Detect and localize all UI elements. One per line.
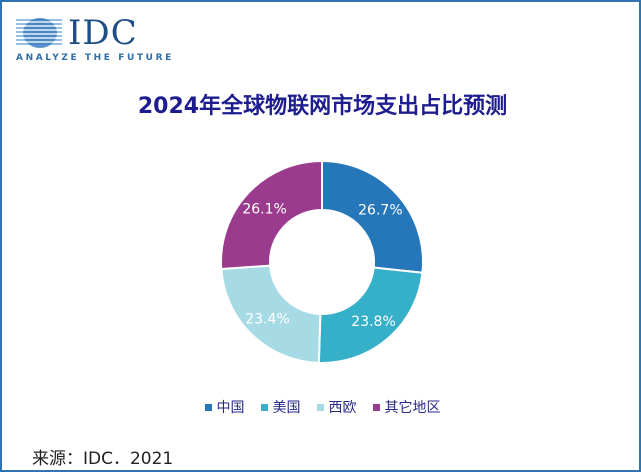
segment-label: 23.8% [351,314,395,330]
source-note: 来源：IDC．2021 [32,449,174,469]
legend-item: 中国 [204,397,245,417]
legend-label: 美国 [272,400,301,416]
donut-segment-3 [220,159,323,271]
logo-wordmark: IDC [68,13,138,53]
segment-label: 23.4% [245,312,289,328]
legend-label: 西欧 [328,400,357,416]
legend-swatch [372,403,380,411]
donut-segment-2 [220,264,322,364]
legend-label: 中国 [216,400,245,416]
legend-label: 其它地区 [384,400,441,416]
segment-label: 26.7% [358,203,402,219]
donut-chart: 26.7% 23.8% 23.4% 26.1% [220,159,424,364]
idc-logo: IDC ANALYZE THE FUTURE [16,16,174,63]
chart-title: 2024年全球物联网市场支出占比预测 [137,94,508,119]
globe-icon [16,18,62,48]
legend-item: 西欧 [316,397,357,417]
legend-swatch [260,403,268,411]
donut-segment-1 [317,266,424,364]
legend-item: 美国 [260,397,301,417]
legend-item: 其它地区 [372,397,441,417]
legend-swatch [204,403,212,411]
chart-legend: 中国 美国 西欧 其它地区 [2,397,641,417]
donut-segment-0 [321,159,424,274]
segment-label: 26.1% [242,201,286,217]
legend-swatch [316,403,324,411]
logo-tagline: ANALYZE THE FUTURE [16,53,174,63]
